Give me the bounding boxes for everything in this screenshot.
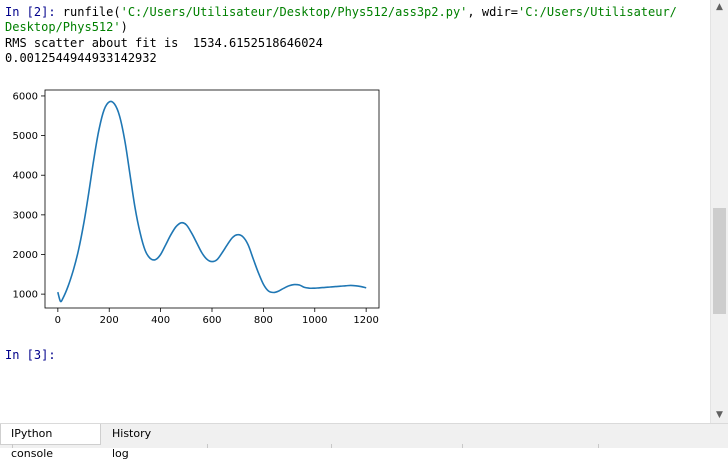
plot-figure: 0 200 400 600 800 1000 1200 1000 2000 3000 4000 50…: [13, 89, 380, 326]
command-func: runfile(: [55, 5, 121, 19]
x-tick-label: 400: [151, 315, 170, 326]
ipython-console[interactable]: In [2]: runfile('C:/Users/Utilisateur/De…: [0, 0, 710, 423]
x-tick-label: 600: [202, 315, 221, 326]
x-tick-label: 0: [55, 315, 61, 326]
y-tick-label: 6000: [13, 91, 38, 102]
command-close: ): [120, 20, 128, 34]
prompt-in-2: In [2]:: [5, 5, 56, 19]
x-axis-ticks: 0 200 400 600 800 1000 1200: [55, 308, 379, 326]
tab-ipython-console[interactable]: IPython console: [0, 424, 101, 460]
bottom-tick-strip: [0, 444, 728, 448]
scroll-down-arrow-icon[interactable]: ▼: [716, 410, 723, 420]
input-line-2-cont: Desktop/Phys512'): [5, 20, 128, 35]
y-axis-ticks: 1000 2000 3000 4000 5000 6000: [13, 91, 45, 301]
x-tick-label: 200: [100, 315, 119, 326]
tab-history-log[interactable]: History log: [112, 427, 152, 460]
y-tick-label: 5000: [13, 131, 38, 142]
command-arg-file: 'C:/Users/Utilisateur/Desktop/Phys512/as…: [120, 5, 468, 19]
pane-tab-bar: IPython console History log: [0, 423, 728, 460]
scroll-up-arrow-icon[interactable]: ▲: [716, 2, 723, 12]
output-line-2: 0.0012544944933142932: [5, 51, 157, 65]
command-arg-wdir-b: Desktop/Phys512': [5, 20, 121, 34]
y-tick-label: 1000: [13, 290, 38, 301]
command-mid: , wdir=: [467, 5, 518, 19]
vertical-scrollbar[interactable]: ▲ ▼: [710, 0, 728, 423]
data-series-line: [57, 100, 367, 303]
y-tick-label: 4000: [13, 171, 38, 182]
x-tick-label: 800: [254, 315, 273, 326]
y-tick-label: 3000: [13, 210, 38, 221]
x-tick-label: 1200: [353, 315, 378, 326]
input-line-2: In [2]: runfile('C:/Users/Utilisateur/De…: [5, 5, 677, 20]
x-tick-label: 1000: [302, 315, 327, 326]
scrollbar-thumb[interactable]: [713, 208, 726, 314]
command-arg-wdir-a: 'C:/Users/Utilisateur/: [517, 5, 677, 19]
y-tick-label: 2000: [13, 250, 38, 261]
output-line-1: RMS scatter about fit is 1534.6152518646…: [5, 36, 323, 50]
plot-axes-frame: [44, 89, 380, 309]
prompt-in-3: In [3]:: [5, 348, 56, 362]
